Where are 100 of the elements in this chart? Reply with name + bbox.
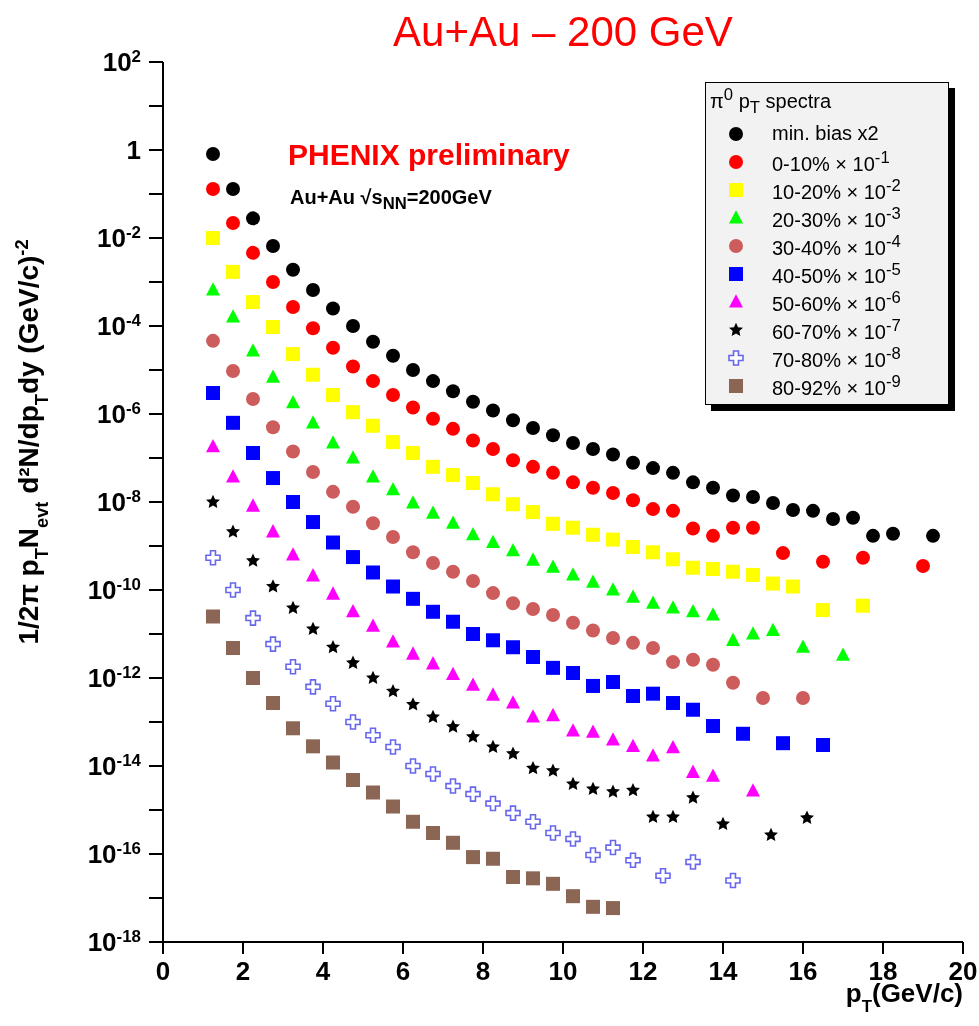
point [546, 465, 560, 480]
point [426, 709, 440, 723]
legend-label: 0-10% × 10$^{-1}$ [772, 147, 890, 176]
point [686, 790, 700, 804]
point [426, 411, 440, 426]
point [726, 675, 740, 690]
point [526, 602, 540, 616]
point [366, 516, 380, 531]
point [306, 568, 320, 582]
point [686, 475, 700, 490]
point [586, 724, 600, 738]
point [266, 275, 280, 289]
point [406, 646, 420, 660]
point [625, 852, 641, 869]
point [346, 359, 360, 374]
point [306, 282, 320, 297]
point [406, 363, 420, 377]
point [366, 670, 380, 684]
point [426, 374, 440, 389]
point [486, 687, 500, 701]
point [466, 394, 480, 409]
point [686, 604, 700, 618]
point [926, 528, 940, 543]
point [486, 851, 500, 866]
point [666, 809, 680, 824]
point [266, 319, 280, 334]
point [786, 502, 800, 517]
point [486, 739, 500, 753]
point [646, 461, 660, 476]
point [206, 147, 220, 162]
point [546, 660, 560, 675]
point [506, 453, 520, 468]
y-tick-label: 10$^{-12}$ [87, 662, 141, 693]
point [546, 516, 560, 531]
point [566, 520, 580, 535]
point [246, 391, 260, 406]
point [766, 576, 780, 591]
point [816, 554, 830, 569]
annotation: PHENIX preliminary [288, 138, 570, 172]
point [796, 691, 810, 706]
point [706, 719, 720, 734]
point [686, 560, 700, 575]
point [306, 739, 320, 754]
legend-label: 40-50% × 10$^{-5}$ [772, 259, 901, 288]
point [286, 547, 300, 561]
point [286, 395, 300, 409]
point [726, 632, 740, 646]
point [626, 688, 640, 703]
point [526, 709, 540, 723]
point [325, 695, 341, 712]
point [406, 445, 420, 460]
point [746, 626, 760, 640]
point [626, 589, 640, 603]
point [246, 553, 260, 567]
point [366, 469, 380, 483]
point [226, 415, 240, 430]
point [586, 678, 600, 693]
point [286, 347, 300, 362]
point [706, 528, 720, 543]
legend-label: 30-40% × 10$^{-4}$ [772, 231, 901, 260]
point [606, 582, 620, 596]
point [816, 603, 830, 618]
point [586, 899, 600, 914]
point [326, 535, 340, 550]
point [426, 826, 440, 841]
point [706, 657, 720, 672]
point [286, 721, 300, 736]
point [365, 727, 381, 744]
point [466, 627, 480, 641]
point [486, 534, 500, 549]
point [776, 736, 790, 751]
point [565, 831, 581, 847]
point [346, 655, 360, 669]
point [326, 388, 340, 403]
point [266, 579, 280, 593]
y-tick-label: 10$^{-8}$ [97, 486, 141, 517]
point [306, 415, 320, 429]
point [346, 450, 360, 464]
point [506, 596, 520, 611]
point [686, 702, 700, 717]
point [646, 809, 660, 824]
point [326, 435, 340, 449]
point [666, 740, 680, 754]
point [266, 471, 280, 486]
point [546, 763, 560, 777]
point [346, 773, 360, 788]
point [306, 465, 320, 480]
point [526, 650, 540, 665]
point [586, 527, 600, 542]
point [465, 786, 481, 802]
point [246, 343, 260, 357]
point [546, 876, 560, 891]
x-tick-label: 16 [788, 956, 818, 986]
point [586, 480, 600, 495]
point [800, 810, 814, 824]
point [466, 677, 480, 691]
point [526, 459, 540, 474]
point [746, 489, 760, 504]
point [446, 384, 460, 399]
point [606, 631, 620, 646]
